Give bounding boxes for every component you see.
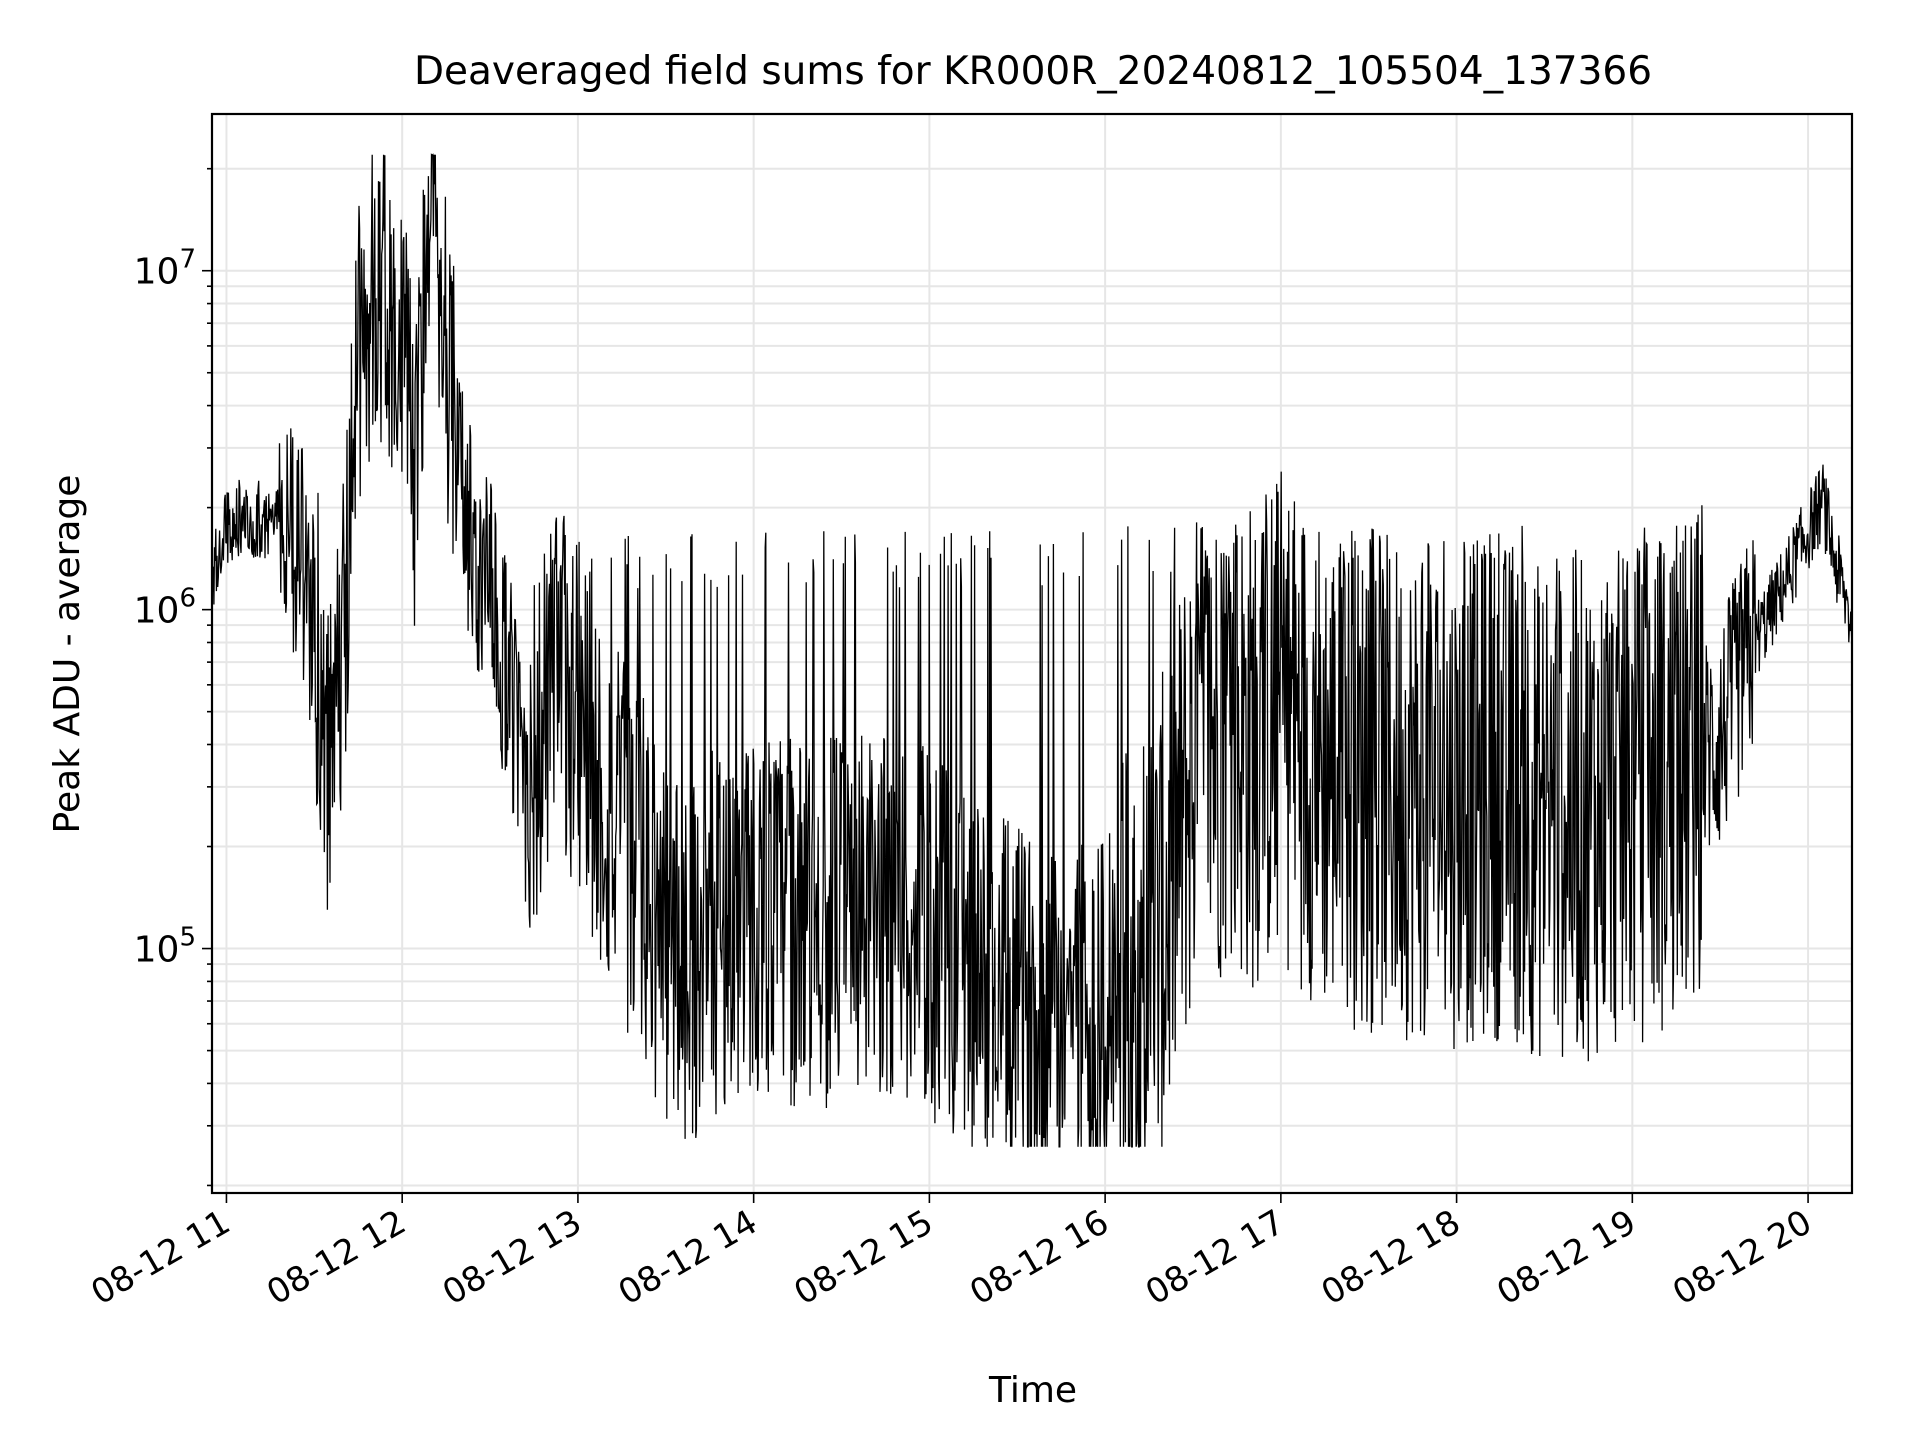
x-tick-label: 08-12 18 bbox=[1315, 1202, 1467, 1313]
x-tick-label: 08-12 13 bbox=[436, 1202, 588, 1313]
x-tick-label: 08-12 15 bbox=[787, 1202, 939, 1313]
y-tick-label: 106 bbox=[134, 584, 196, 632]
data-trace bbox=[211, 153, 1853, 1148]
series-line bbox=[211, 153, 1853, 1148]
y-tick-label: 105 bbox=[134, 923, 196, 971]
x-tick-label: 08-12 20 bbox=[1666, 1202, 1818, 1313]
x-tick-label: 08-12 16 bbox=[963, 1202, 1115, 1313]
y-tick-label: 107 bbox=[134, 245, 196, 293]
x-tick-label: 08-12 19 bbox=[1490, 1202, 1642, 1313]
x-tick-label: 08-12 17 bbox=[1139, 1202, 1291, 1313]
plot-frame bbox=[210, 112, 1854, 1195]
x-tick-label: 08-12 14 bbox=[612, 1202, 764, 1313]
x-axis-label: Time bbox=[988, 1370, 1077, 1411]
x-tick-label: 08-12 12 bbox=[260, 1202, 412, 1313]
y-axis-label: Peak ADU - average bbox=[47, 475, 88, 834]
chart-title: Deaveraged field sums for KR000R_2024081… bbox=[414, 49, 1652, 94]
x-tick-label: 08-12 11 bbox=[85, 1202, 237, 1313]
